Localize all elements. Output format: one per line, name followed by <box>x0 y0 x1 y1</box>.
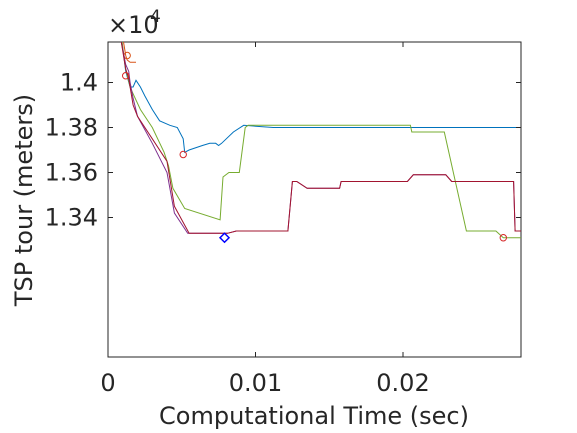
y-axis: 1.34 1.36 1.38 1.4 <box>45 69 521 232</box>
series-line-3 <box>121 42 521 239</box>
x-tick-label: 0 <box>100 369 115 397</box>
series-line-2 <box>123 42 136 63</box>
series-layer <box>120 42 521 244</box>
multiplier-exponent: 4 <box>150 7 161 27</box>
series-point-marker <box>179 150 187 159</box>
y-tick-label: 1.38 <box>45 114 98 142</box>
series-point-marker <box>122 72 130 80</box>
best-solution-marker <box>218 232 231 244</box>
x-tick-label: 0.02 <box>376 369 429 397</box>
y-tick-label: 1.34 <box>45 204 98 232</box>
y-tick-label: 1.4 <box>60 69 98 97</box>
x-tick-label: 0.01 <box>229 369 282 397</box>
x-axis-label: Computational Time (sec) <box>159 402 469 430</box>
y-tick-label: 1.36 <box>45 159 98 187</box>
plot-area <box>107 41 522 358</box>
x-axis: 0 0.01 0.02 <box>100 42 430 397</box>
multiplier-base: ×10 <box>108 11 159 39</box>
series-line-5 <box>120 42 521 234</box>
y-axis-multiplier: ×10 4 <box>108 7 161 39</box>
series-line-1 <box>121 42 521 154</box>
series-point-marker <box>499 234 507 242</box>
y-axis-label: TSP tour (meters) <box>10 94 38 307</box>
